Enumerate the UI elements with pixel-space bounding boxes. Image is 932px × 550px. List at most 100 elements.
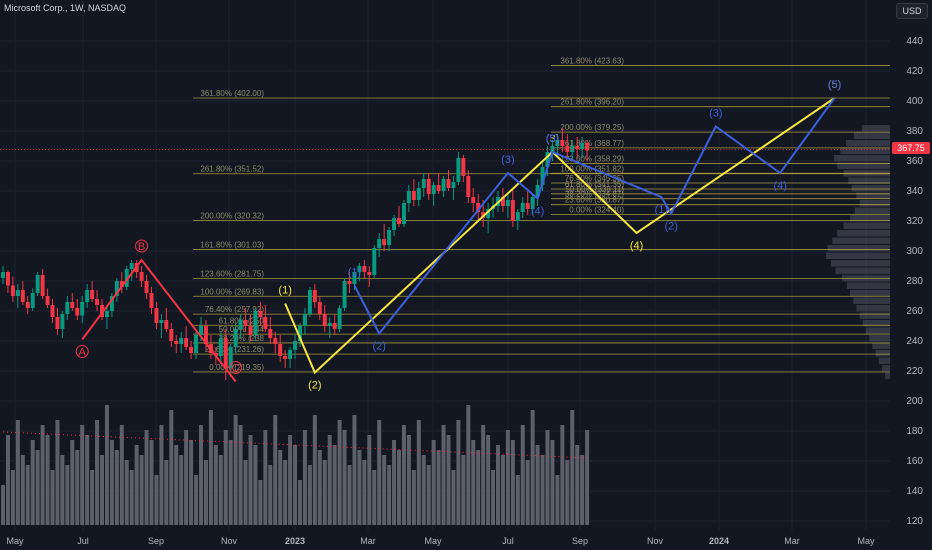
volume-bar xyxy=(30,440,35,525)
wave-label: A xyxy=(79,347,87,359)
candle-body xyxy=(466,176,471,197)
wave-label: (1) xyxy=(348,267,361,279)
volume-bar xyxy=(154,475,159,525)
volume-bar xyxy=(213,445,218,525)
volume-profile-bar xyxy=(832,237,890,244)
wave-label: (5) xyxy=(546,133,559,145)
candle-body xyxy=(505,200,510,206)
volume-bar xyxy=(307,465,312,525)
candle-body xyxy=(45,296,50,305)
wave-circle xyxy=(229,361,243,374)
volume-bar xyxy=(466,405,471,525)
candle-body xyxy=(268,329,273,338)
volume-bar xyxy=(545,430,550,525)
candle-body xyxy=(392,218,397,230)
volume-bar xyxy=(327,435,332,525)
price-tick: 440 xyxy=(906,36,923,47)
candle-body xyxy=(288,350,293,359)
candle-body xyxy=(302,314,307,326)
volume-bar xyxy=(372,470,377,525)
fib-level-label: 361.80% (402.00) xyxy=(200,89,264,98)
fib-level-label: 23.60% (330.87) xyxy=(565,196,624,205)
candle-body xyxy=(352,272,357,284)
volume-bar xyxy=(332,445,337,525)
volume-bar xyxy=(124,460,129,525)
candles xyxy=(0,128,890,380)
volume-bar xyxy=(159,425,164,525)
wave-label: (1) xyxy=(278,285,291,297)
volume-bar xyxy=(377,420,382,525)
volume-bar xyxy=(228,440,233,525)
candle-body xyxy=(114,281,119,296)
volume-bar xyxy=(278,450,283,525)
wave-label: (2) xyxy=(665,221,678,233)
price-tick: 220 xyxy=(906,366,923,377)
volume-bar xyxy=(85,435,90,525)
volume-profile-bar xyxy=(850,290,890,297)
candle-body xyxy=(30,293,35,308)
volume-bar xyxy=(560,425,565,525)
volume-bar xyxy=(446,435,451,525)
candle-body xyxy=(436,185,441,191)
time-axis[interactable]: May Jul Sep Nov 2023 Mar May Jul Sep Nov 2024 Mar Ma… xyxy=(6,536,875,546)
candle-body xyxy=(441,179,446,191)
volume-bar xyxy=(397,450,401,525)
candle-body xyxy=(139,272,144,281)
candle-body xyxy=(174,341,179,344)
wave-label: B xyxy=(138,241,145,253)
wave-label: (4) xyxy=(773,180,786,192)
candle-body xyxy=(80,302,85,316)
price-axis[interactable]: 120 140 160 180 200 220 240 260 280 300 320 340 360 3… xyxy=(906,36,923,527)
candle-body xyxy=(253,311,258,335)
time-tick: Sep xyxy=(572,536,588,546)
candle-body xyxy=(312,290,317,302)
candle-body xyxy=(510,200,515,221)
candle-body xyxy=(169,329,174,341)
time-tick: Jul xyxy=(502,536,514,546)
candle-body xyxy=(223,338,228,368)
volume-bar xyxy=(505,430,510,525)
candle-body xyxy=(397,218,401,224)
volume-bar xyxy=(535,445,540,525)
volume-profile-bar xyxy=(853,297,890,304)
candle-body xyxy=(154,308,159,323)
wave-circle xyxy=(135,239,149,253)
volume-bar xyxy=(342,430,347,525)
volume-bar xyxy=(65,465,70,525)
candle-body xyxy=(283,356,288,359)
candle-body xyxy=(1,272,5,278)
volume-profile-bar xyxy=(866,327,890,334)
volume-bar xyxy=(10,470,15,525)
volume-bar xyxy=(164,460,169,525)
candle-body xyxy=(194,335,199,353)
wave-line xyxy=(353,97,836,336)
volume-profile-bar xyxy=(859,200,890,207)
fib-level-label: 200.00% (320.32) xyxy=(200,212,264,221)
time-tick: May xyxy=(6,536,24,546)
volume-bar xyxy=(288,435,293,525)
price-tick: 240 xyxy=(906,336,923,347)
volume-bar xyxy=(421,455,426,525)
candle-body xyxy=(322,314,327,326)
volume-bar xyxy=(263,430,268,525)
time-tick: May xyxy=(424,536,442,546)
volume-bar xyxy=(436,450,441,525)
candle-body xyxy=(387,230,392,245)
volume-profile-bar xyxy=(830,260,890,267)
candle-body xyxy=(580,143,585,149)
volume-bar xyxy=(456,420,461,525)
fib-level-label: 76.40% (257.92) xyxy=(205,305,264,314)
fib-level-label: 50.00% (338.11) xyxy=(565,185,624,194)
volume-profile-bar xyxy=(869,335,890,342)
volume-profile-bar xyxy=(872,342,890,349)
candle-body xyxy=(362,266,367,272)
volume-profile xyxy=(826,125,890,379)
candle-body xyxy=(218,338,223,356)
candle-body xyxy=(357,266,362,272)
volume-bar xyxy=(233,415,238,525)
currency-button[interactable]: USD xyxy=(896,3,928,19)
candle-body xyxy=(421,179,426,188)
volume-bar xyxy=(441,425,446,525)
candle-body xyxy=(144,281,149,293)
